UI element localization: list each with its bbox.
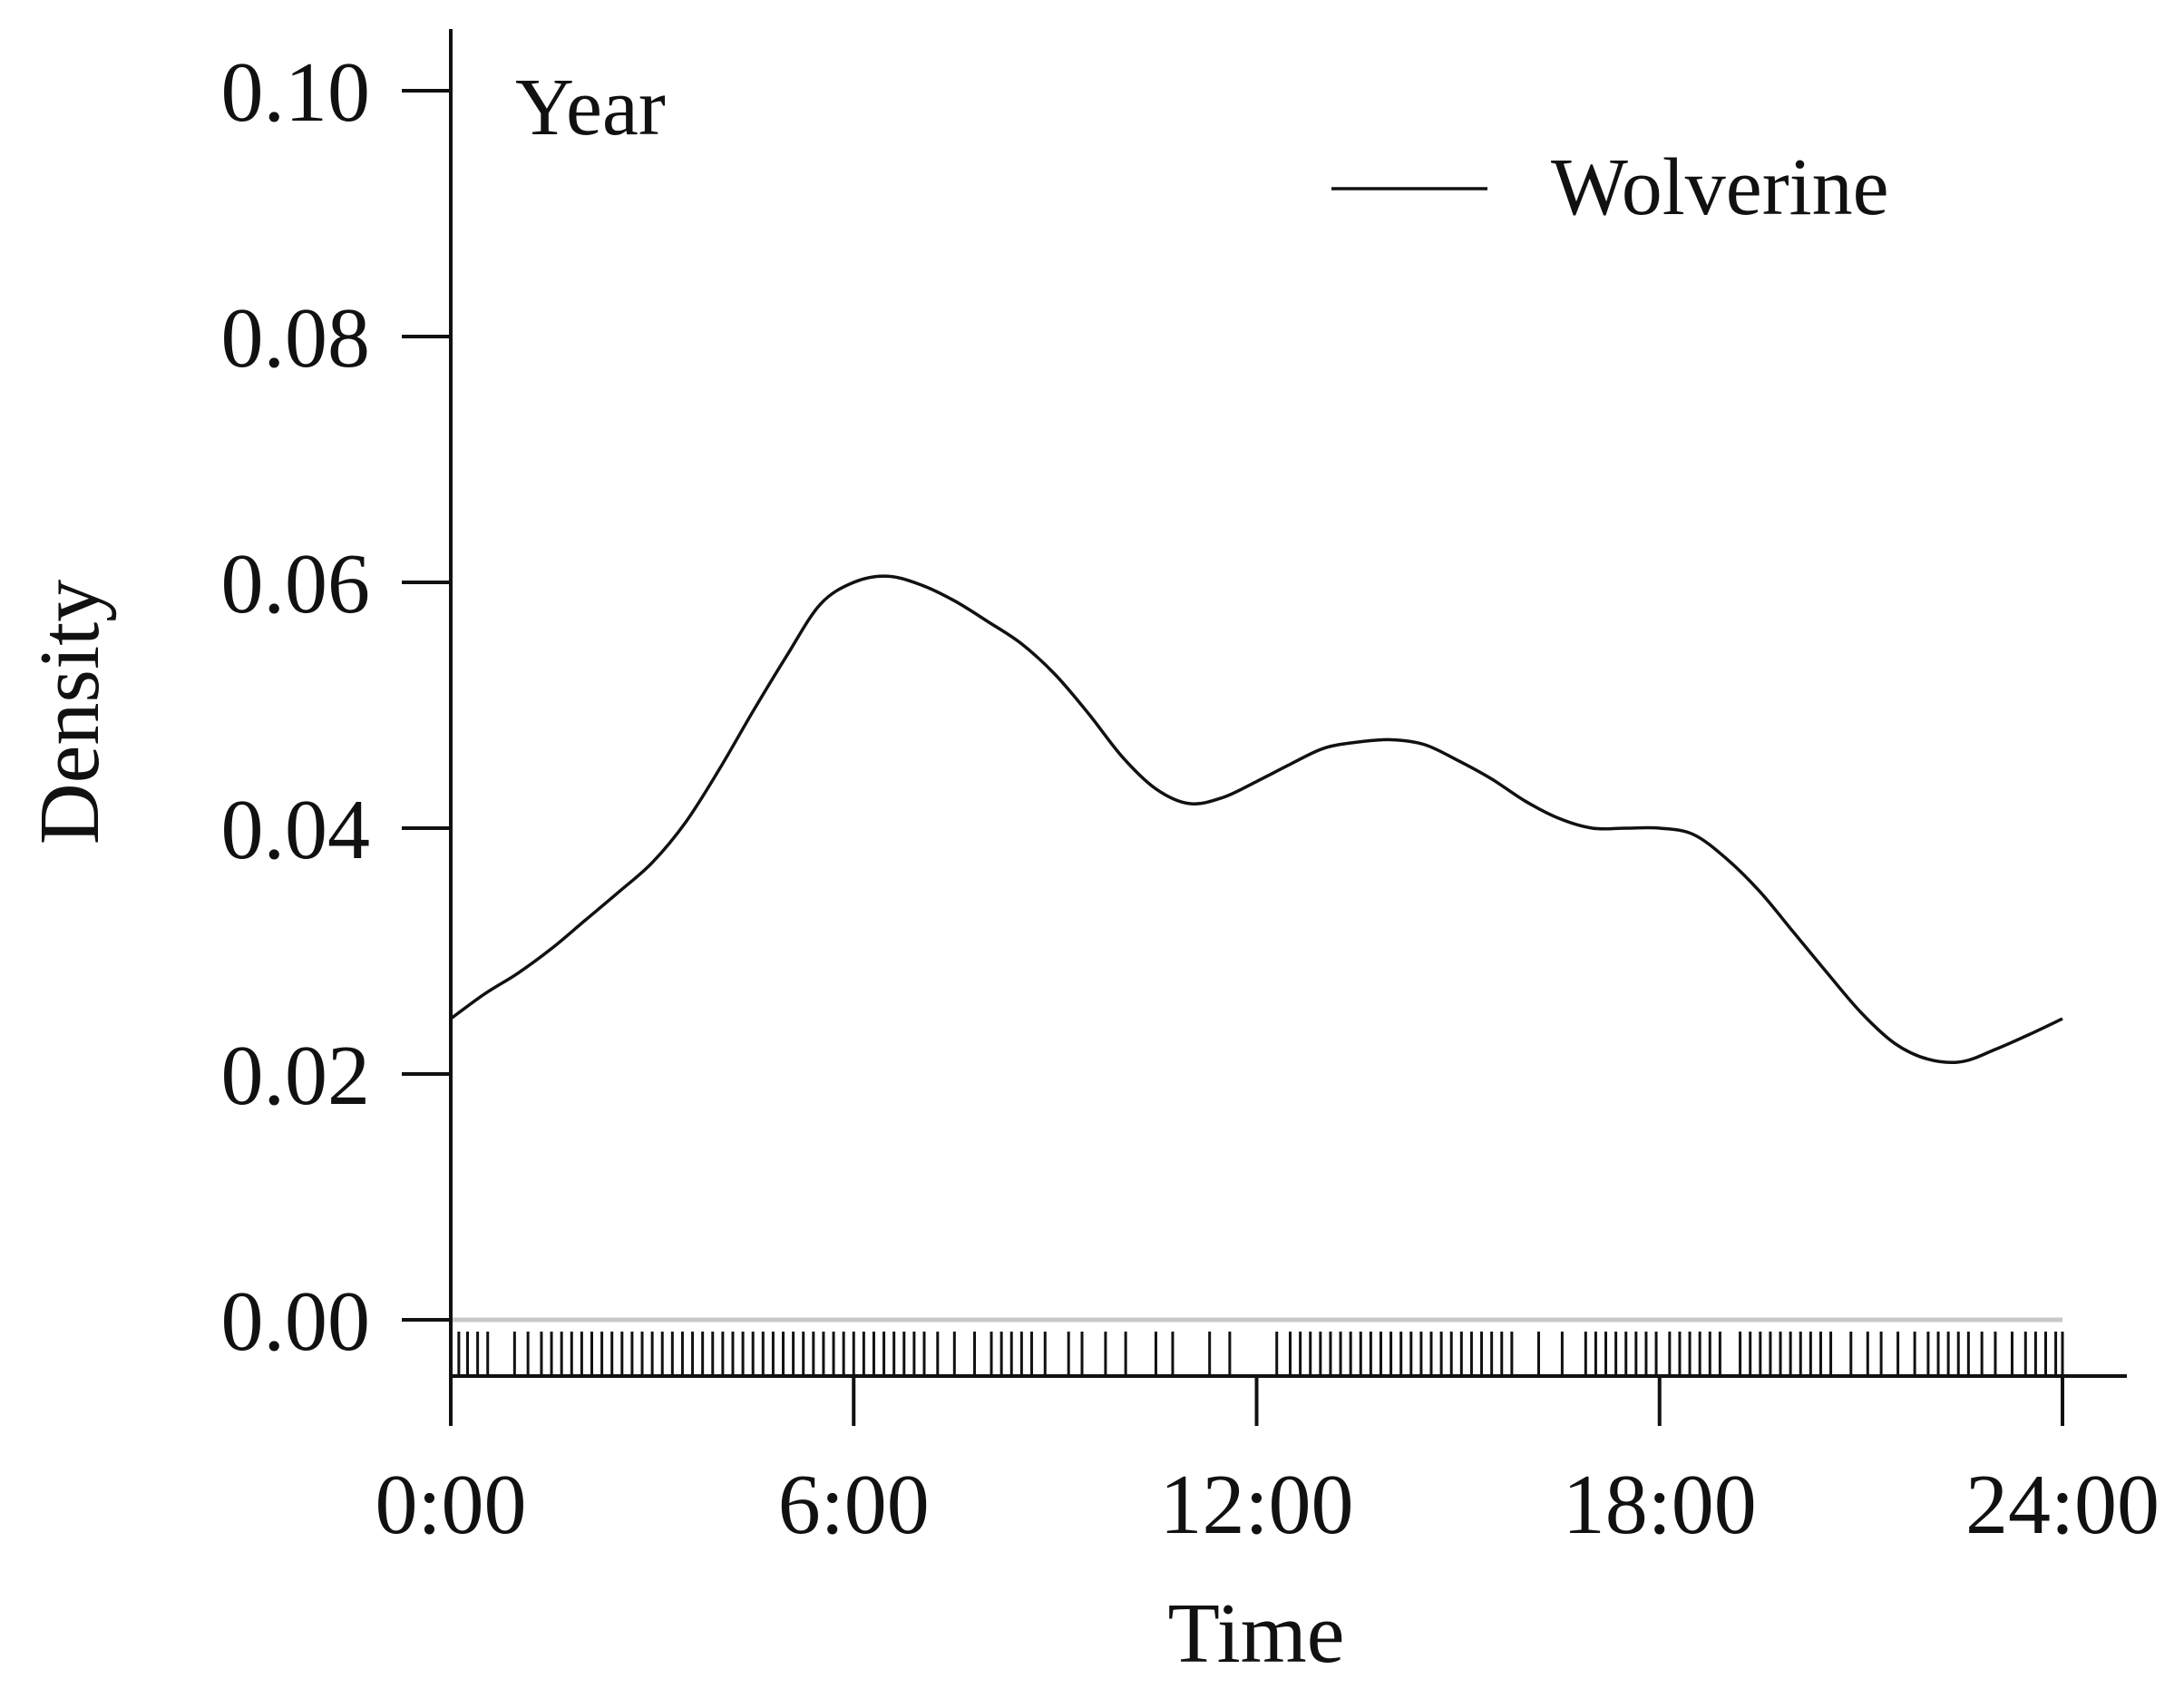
y-axis-ticks: 0.00 0.02 0.04 0.06 0.08 0.10 — [221, 45, 451, 1369]
x-tick-label: 12:00 — [1159, 1458, 1353, 1552]
x-axis-ticks: 0:00 6:00 12:00 18:00 24:00 — [375, 1376, 2160, 1552]
legend-label-wolverine: Wolverine — [1551, 142, 1889, 232]
x-axis-title: Time — [1167, 1586, 1344, 1681]
series-line-wolverine — [449, 574, 2063, 1065]
panel-label: Year — [515, 63, 666, 152]
y-tick-label: 0.10 — [221, 45, 371, 140]
x-tick-label: 24:00 — [1965, 1458, 2160, 1552]
legend: Wolverine — [1331, 142, 1889, 232]
y-axis-title: Density — [23, 580, 117, 844]
y-tick-label: 0.08 — [221, 291, 371, 386]
x-tick-label: 18:00 — [1563, 1458, 1757, 1552]
y-tick-label: 0.06 — [221, 537, 371, 631]
observation-rug — [457, 1332, 2064, 1376]
y-tick-label: 0.00 — [221, 1274, 371, 1369]
y-tick-label: 0.04 — [221, 783, 371, 877]
x-tick-label: 0:00 — [375, 1458, 526, 1552]
x-tick-label: 6:00 — [778, 1458, 930, 1552]
y-tick-label: 0.02 — [221, 1029, 371, 1123]
